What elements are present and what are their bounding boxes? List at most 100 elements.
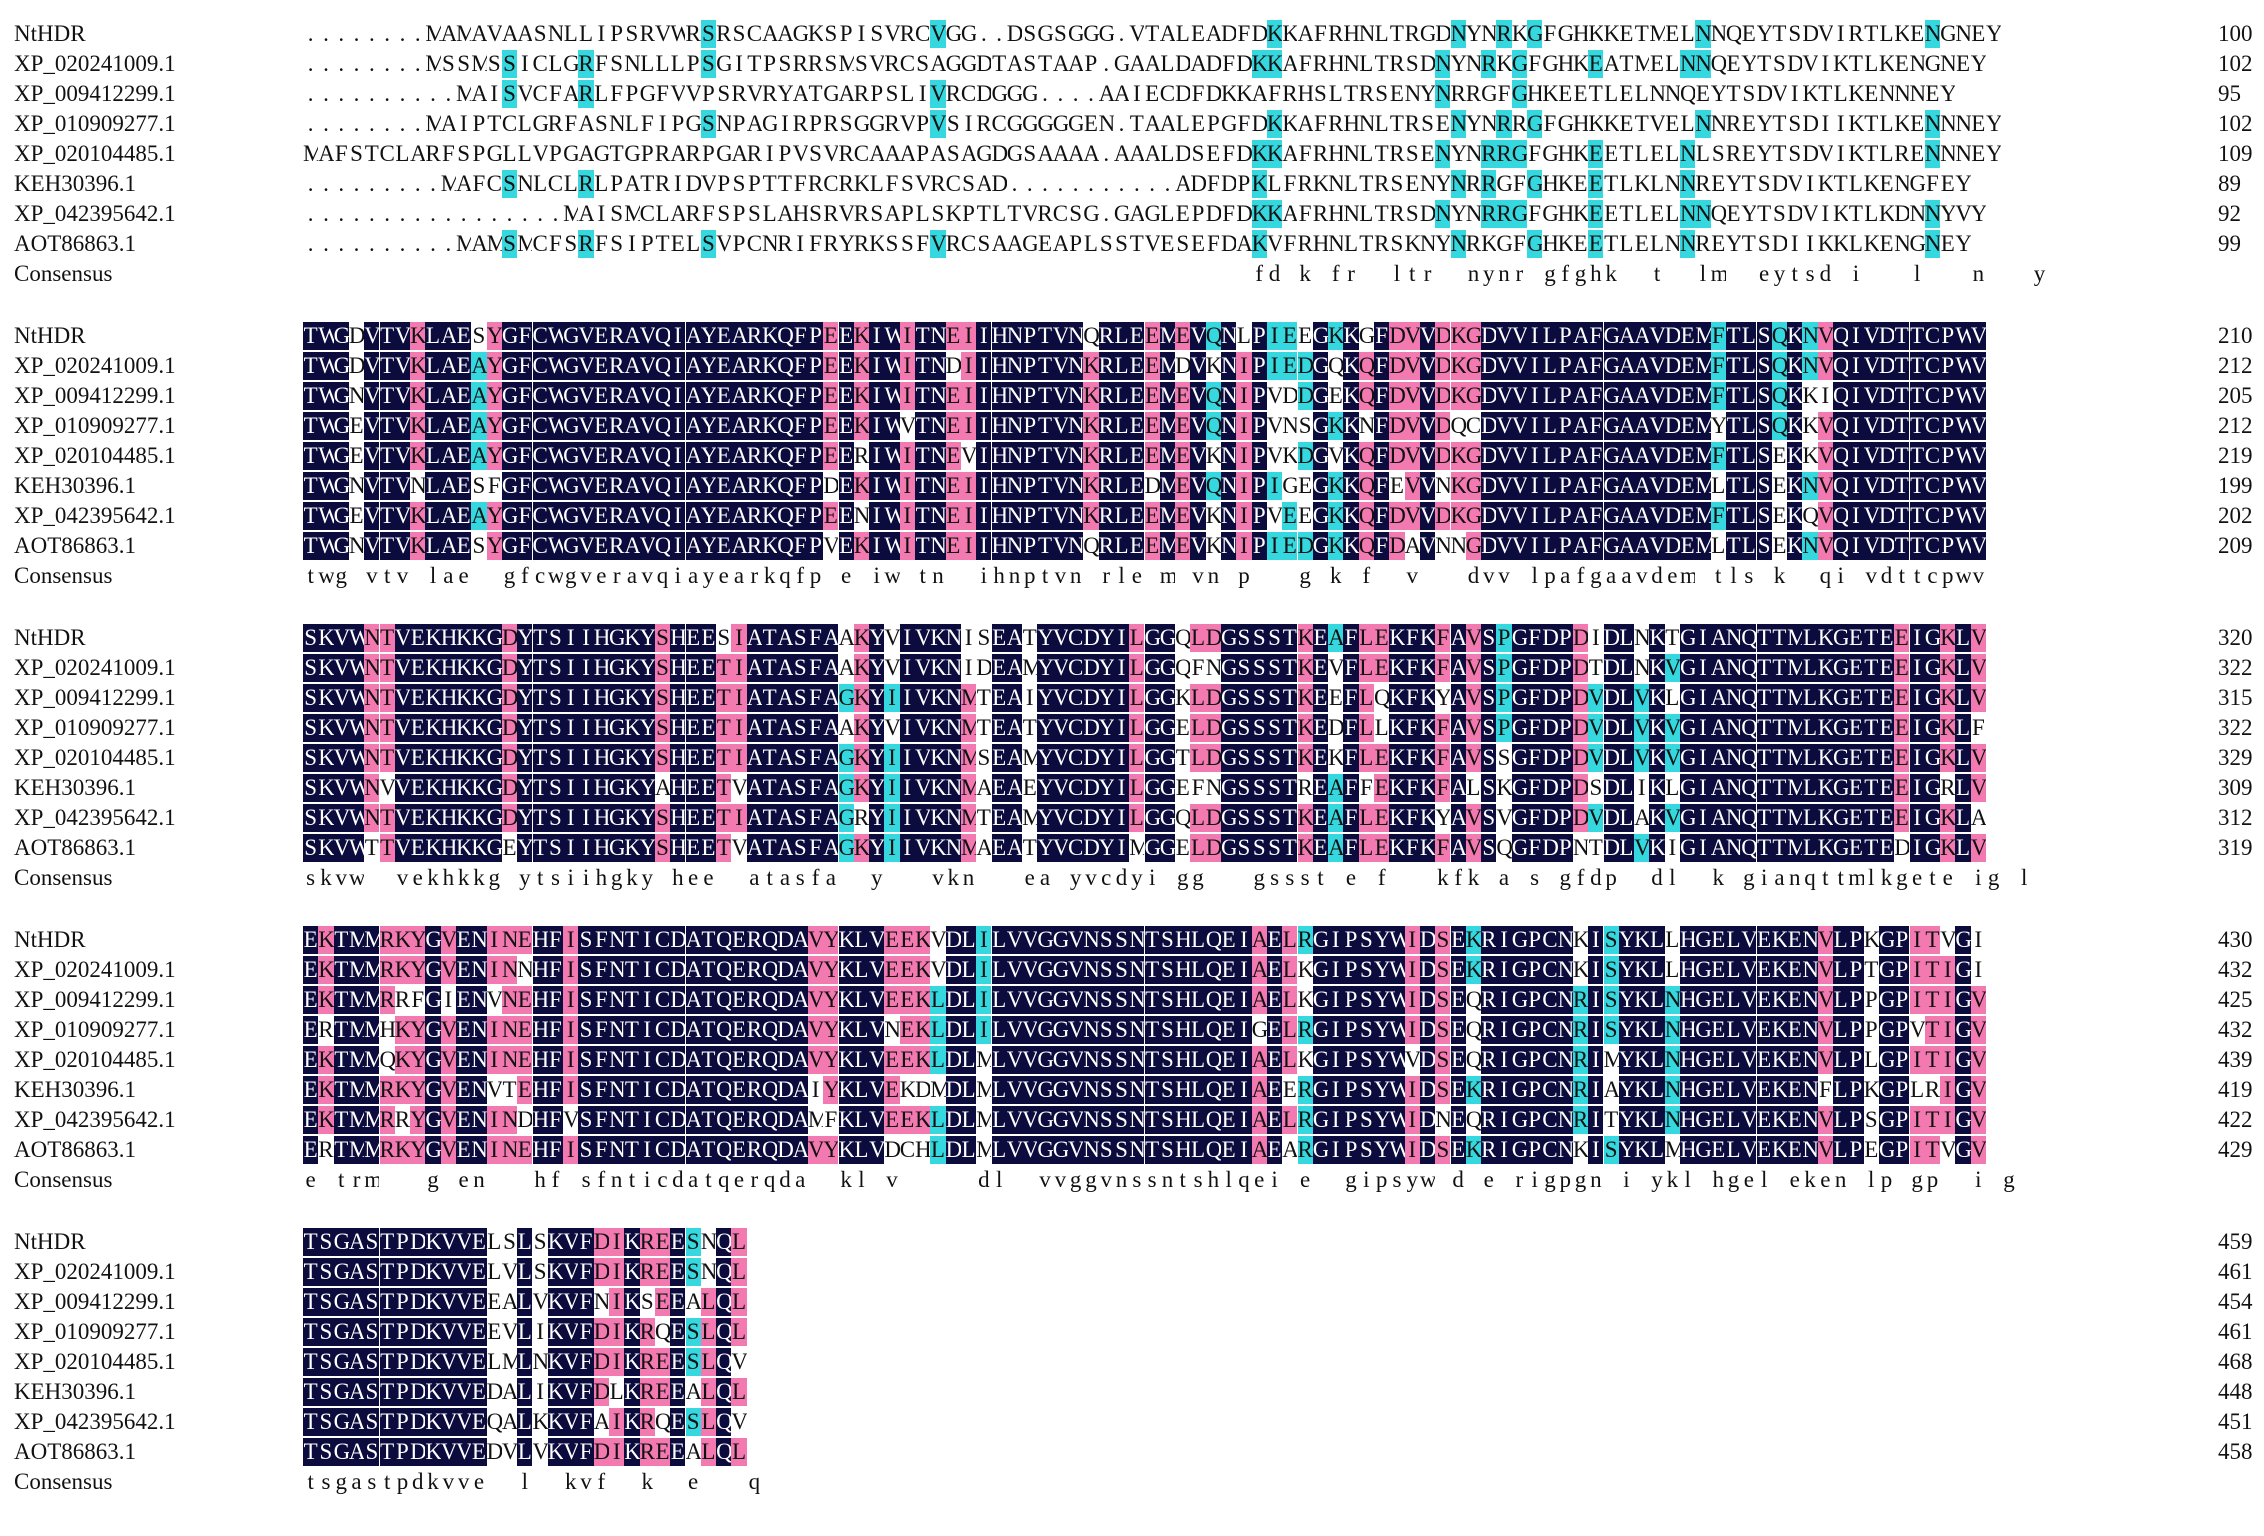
residue-cell: D: [1419, 201, 1436, 226]
residue-cell: K: [547, 1258, 564, 1286]
residue-cell: K: [1328, 532, 1344, 560]
residue-cell: T: [1175, 745, 1190, 770]
consensus-cell: [854, 260, 869, 288]
residue-cell: G: [1037, 21, 1053, 46]
consensus-label: Consensus: [14, 1167, 113, 1192]
residue-cell: R: [1297, 1016, 1313, 1044]
residue-cell: L: [670, 51, 685, 76]
residue-cell: D: [1419, 986, 1436, 1014]
residue-cell: L: [1190, 1076, 1206, 1104]
residue-cell: G: [1144, 744, 1160, 772]
consensus-cell: g: [1085, 1167, 1097, 1192]
residue-cell: L: [1955, 714, 1971, 742]
residue-cell: D: [1282, 383, 1298, 408]
residue-cell: Y: [1618, 1106, 1635, 1134]
residue-cell: D: [945, 1046, 961, 1074]
residue-cell: R: [823, 231, 839, 256]
residue-cell: L: [425, 322, 441, 350]
residue-cell: A: [838, 715, 854, 740]
residue-cell: E: [471, 1408, 487, 1436]
residue-cell: I: [674, 171, 682, 196]
residue-cell: T: [915, 472, 931, 500]
residue-cell: V: [1970, 412, 1986, 440]
residue-cell: M: [960, 834, 977, 862]
residue-cell: F: [1818, 1077, 1832, 1102]
residue-cell: T: [700, 986, 717, 1014]
residue-cell: R: [654, 171, 671, 196]
residue-cell: L: [1802, 804, 1818, 832]
residue-cell: D: [1572, 684, 1589, 712]
residue-cell: D: [1297, 442, 1313, 470]
residue-cell: I: [1113, 834, 1130, 862]
residue-cell: P: [747, 171, 761, 196]
residue-cell: E: [1450, 1016, 1466, 1044]
residue-cell: G: [1542, 51, 1558, 76]
consensus-cell: [808, 1166, 823, 1194]
residue-cell: Y: [410, 1106, 426, 1134]
residue-cell: L: [869, 171, 884, 196]
residue-cell: D: [1878, 352, 1895, 380]
residue-cell: G: [792, 21, 808, 46]
residue-cell: Y: [823, 926, 839, 954]
residue-cell: Y: [823, 1076, 839, 1104]
residue-cell: L: [1634, 201, 1649, 226]
consensus-cell: n: [1115, 1167, 1128, 1192]
residue-cell: D: [1251, 21, 1267, 46]
residue-cell: T: [1909, 412, 1925, 440]
residue-cell: G: [486, 684, 502, 712]
residue-cell: I: [976, 926, 992, 954]
residue-cell: R: [746, 1016, 762, 1044]
residue-cell: G: [1144, 624, 1160, 652]
residue-cell: L: [1618, 624, 1635, 652]
residue-cell: V: [1634, 744, 1650, 772]
residue-cell: H: [1680, 926, 1696, 954]
residue-cell: K: [1083, 382, 1099, 410]
residue-cell: C: [991, 111, 1007, 136]
residue-cell: L: [624, 111, 639, 136]
residue-cell: C: [899, 51, 915, 76]
residue-cell: Y: [1970, 201, 1986, 226]
residue-cell: W: [1389, 1106, 1405, 1134]
residue-cell: H: [379, 1017, 395, 1042]
residue-cell: S: [1023, 21, 1037, 46]
consensus-cell: t: [1837, 865, 1844, 890]
residue-cell: D: [1802, 141, 1818, 166]
residue-cell: N: [609, 111, 625, 136]
residue-cell: C: [1542, 1016, 1558, 1044]
residue-cell: F: [1283, 231, 1297, 256]
residue-cell: C: [547, 171, 564, 196]
residue-cell: Y: [517, 774, 533, 802]
residue-cell: E: [303, 1016, 319, 1044]
residue-cell: N: [930, 382, 946, 410]
residue-cell: T: [1863, 744, 1879, 772]
residue-cell: S: [547, 804, 564, 832]
residue-cell: E: [1221, 956, 1237, 984]
consensus-cell: [533, 1468, 548, 1496]
residue-cell: I: [1328, 1106, 1344, 1134]
residue-cell: T: [1129, 111, 1144, 136]
residue-cell: T: [333, 1046, 349, 1074]
residue-cell: K: [1419, 684, 1436, 712]
residue-cell: E: [303, 986, 319, 1014]
residue-cell: F: [593, 1016, 609, 1044]
consensus-cell: l: [521, 1469, 529, 1494]
residue-cell: R: [654, 141, 671, 166]
residue-cell: N: [1664, 171, 1680, 196]
residue-cell: M: [807, 1107, 824, 1132]
residue-cell: .: [368, 171, 375, 196]
residue-cell: R: [1481, 140, 1497, 168]
residue-cell: E: [838, 442, 854, 470]
residue-cell: Y: [1374, 926, 1390, 954]
residue-cell: V: [807, 1016, 824, 1044]
residue-cell: E: [1940, 171, 1955, 196]
residue-cell: G: [1511, 956, 1527, 984]
residue-cell: L: [762, 201, 777, 226]
residue-cell: T: [1144, 1136, 1160, 1164]
residue-cell: V: [1068, 1016, 1084, 1044]
residue-cell: V: [1588, 714, 1604, 742]
consensus-cell: d: [672, 1167, 684, 1192]
residue-cell: H: [1343, 111, 1359, 136]
residue-cell: Y: [1618, 986, 1635, 1014]
residue-cell: N: [364, 744, 380, 772]
